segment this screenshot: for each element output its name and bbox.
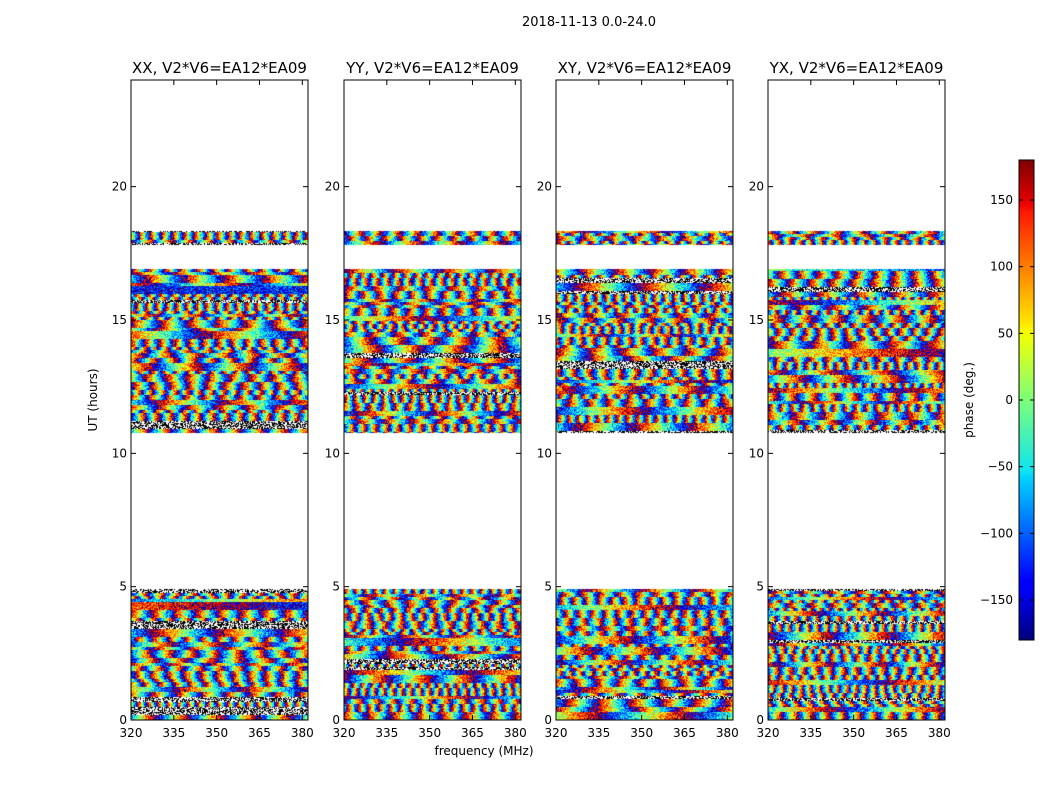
x-tick-label: 365 bbox=[885, 726, 908, 740]
panel-xx: XX, V2*V6=EA12*EA09 320 335 350 365 380 0 5 10 15… bbox=[112, 59, 314, 740]
y-tick-label: 5 bbox=[756, 580, 764, 594]
panel-yy: YY, V2*V6=EA12*EA09 320 335 350 365 380 0 5 10 15… bbox=[325, 59, 527, 740]
y-axis-label: UT (hours) bbox=[86, 368, 100, 431]
panel-yx: YX, V2*V6=EA12*EA09 320 335 350 365 380 0 5 10 15… bbox=[749, 59, 951, 740]
colorbar-tick-label: 50 bbox=[998, 326, 1013, 340]
y-tick-label: 10 bbox=[112, 446, 127, 460]
colorbar-tick-label: −50 bbox=[988, 460, 1013, 474]
y-tick-label: 5 bbox=[119, 580, 127, 594]
panel-frame bbox=[343, 79, 522, 721]
y-tick-label: 0 bbox=[119, 713, 127, 727]
x-tick-label: 320 bbox=[333, 726, 356, 740]
x-tick-label: 380 bbox=[291, 726, 314, 740]
y-tick-label: 10 bbox=[325, 446, 340, 460]
y-tick-label: 20 bbox=[325, 180, 340, 194]
x-tick-label: 335 bbox=[799, 726, 822, 740]
y-tick-label: 15 bbox=[112, 313, 127, 327]
x-tick-label: 335 bbox=[587, 726, 610, 740]
y-tick-label: 10 bbox=[537, 446, 552, 460]
x-tick-label: 365 bbox=[248, 726, 271, 740]
colorbar-label: phase (deg.) bbox=[962, 362, 976, 438]
panel-title: YY, V2*V6=EA12*EA09 bbox=[345, 59, 519, 77]
panel-frame bbox=[130, 79, 309, 721]
panel-frame bbox=[555, 79, 734, 721]
x-tick-label: 350 bbox=[630, 726, 653, 740]
x-axis-label: frequency (MHz) bbox=[434, 744, 533, 758]
colorbar-tick-label: 150 bbox=[990, 193, 1013, 207]
y-tick-label: 20 bbox=[749, 180, 764, 194]
panel-title: XY, V2*V6=EA12*EA09 bbox=[558, 59, 732, 77]
x-tick-label: 350 bbox=[842, 726, 865, 740]
y-tick-label: 15 bbox=[537, 313, 552, 327]
figure-title: 2018-11-13 0.0-24.0 bbox=[522, 15, 656, 30]
colorbar-tick-label: −150 bbox=[980, 593, 1013, 607]
colorbar-tick-label: 100 bbox=[990, 260, 1013, 274]
x-tick-label: 380 bbox=[716, 726, 739, 740]
x-tick-label: 320 bbox=[757, 726, 780, 740]
phase-image-yy bbox=[344, 80, 521, 720]
x-tick-label: 365 bbox=[673, 726, 696, 740]
panel-title: YX, V2*V6=EA12*EA09 bbox=[769, 59, 944, 77]
panels: XX, V2*V6=EA12*EA09 320 335 350 365 380 0 5 10 15… bbox=[112, 59, 951, 740]
phase-image-xx bbox=[131, 80, 308, 720]
panel-title: XX, V2*V6=EA12*EA09 bbox=[132, 59, 307, 77]
colorbar: −150 −100 −50 0 50 100 150 phase (deg.) bbox=[962, 159, 1035, 641]
x-tick-label: 380 bbox=[928, 726, 951, 740]
x-tick-label: 380 bbox=[504, 726, 527, 740]
x-tick-label: 335 bbox=[162, 726, 185, 740]
y-tick-label: 5 bbox=[544, 580, 552, 594]
x-tick-label: 350 bbox=[418, 726, 441, 740]
y-tick-label: 0 bbox=[756, 713, 764, 727]
phase-image-yx bbox=[768, 80, 945, 720]
y-tick-label: 20 bbox=[537, 180, 552, 194]
y-tick-label: 15 bbox=[749, 313, 764, 327]
x-tick-label: 350 bbox=[205, 726, 228, 740]
y-tick-label: 10 bbox=[749, 446, 764, 460]
y-tick-label: 5 bbox=[332, 580, 340, 594]
x-tick-label: 335 bbox=[375, 726, 398, 740]
x-tick-label: 365 bbox=[461, 726, 484, 740]
colorbar-tick-label: 0 bbox=[1005, 393, 1013, 407]
panel-xy: XY, V2*V6=EA12*EA09 320 335 350 365 380 0 5 10 15… bbox=[537, 59, 739, 740]
panel-frame bbox=[767, 79, 946, 721]
colorbar-tick-label: −100 bbox=[980, 526, 1013, 540]
x-tick-label: 320 bbox=[545, 726, 568, 740]
y-tick-label: 0 bbox=[332, 713, 340, 727]
phase-image-xy bbox=[556, 80, 733, 720]
y-tick-label: 0 bbox=[544, 713, 552, 727]
y-tick-label: 15 bbox=[325, 313, 340, 327]
y-tick-label: 20 bbox=[112, 180, 127, 194]
x-tick-label: 320 bbox=[120, 726, 143, 740]
